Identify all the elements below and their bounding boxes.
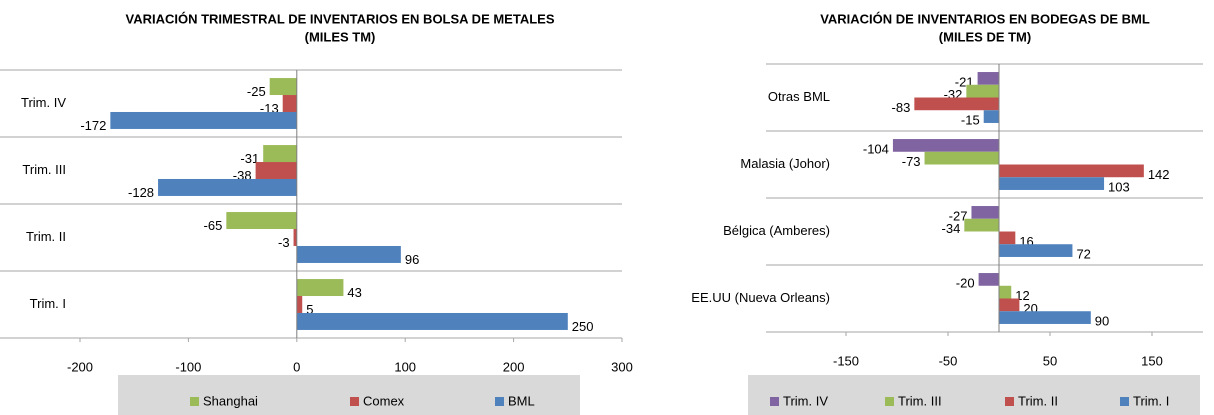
- data-label: -27: [949, 208, 968, 223]
- bar: [226, 212, 297, 230]
- data-label: 72: [1076, 246, 1090, 261]
- x-tick-label: 150: [1141, 353, 1163, 368]
- chart-title: VARIACIÓN DE INVENTARIOS EN BODEGAS DE B…: [820, 11, 1150, 26]
- bar: [255, 162, 297, 179]
- legend-swatch: [770, 397, 779, 406]
- data-label: -31: [240, 151, 259, 166]
- bar: [999, 164, 1144, 178]
- legend-label: Trim. II: [1018, 393, 1058, 408]
- bar: [296, 312, 568, 330]
- bar: [999, 231, 1016, 245]
- bar: [978, 273, 999, 286]
- legend-label: Trim. I: [1133, 393, 1169, 408]
- bar: [293, 229, 297, 246]
- bar: [999, 311, 1091, 324]
- bar: [296, 279, 344, 297]
- legend-swatch: [495, 397, 504, 406]
- bar: [999, 244, 1073, 257]
- y-tick-label: Trim. I: [30, 296, 66, 311]
- legend-label: Trim. IV: [783, 393, 828, 408]
- x-tick-label: 300: [611, 359, 633, 374]
- data-label: 103: [1108, 179, 1130, 194]
- y-tick-label: Trim. II: [26, 229, 66, 244]
- y-tick-label: Trim. III: [22, 162, 66, 177]
- legend-label: BML: [508, 393, 535, 408]
- bar: [924, 151, 999, 165]
- y-tick-label: Malasia (Johor): [740, 156, 830, 171]
- data-label: 96: [405, 252, 419, 267]
- data-label: -20: [956, 275, 975, 290]
- x-tick-label: 100: [394, 359, 416, 374]
- x-tick-label: -150: [833, 353, 859, 368]
- data-label: -15: [961, 112, 980, 127]
- bar: [158, 178, 297, 196]
- data-label: -25: [247, 84, 266, 99]
- legend-box: [118, 375, 580, 415]
- bar: [263, 145, 297, 163]
- x-tick-label: 50: [1043, 353, 1057, 368]
- bar: [999, 285, 1012, 299]
- bar: [983, 110, 999, 123]
- chart-subtitle: (MILES TM): [305, 29, 376, 44]
- legend-label: Comex: [363, 393, 405, 408]
- bar: [966, 84, 999, 98]
- data-label: -128: [128, 185, 154, 200]
- x-tick-label: 200: [503, 359, 525, 374]
- chart-subtitle: (MILES DE TM): [939, 29, 1031, 44]
- chart-title: VARIACIÓN TRIMESTRAL DE INVENTARIOS EN B…: [125, 11, 554, 26]
- legend-label: Shanghai: [203, 393, 258, 408]
- data-label: 142: [1148, 167, 1170, 182]
- data-label: -3: [278, 235, 290, 250]
- data-label: -104: [863, 141, 889, 156]
- legend-swatch: [1005, 397, 1014, 406]
- y-tick-label: EE.UU (Nueva Orleans): [691, 290, 830, 305]
- legend-label: Trim. III: [898, 393, 942, 408]
- data-label: 250: [572, 319, 594, 334]
- data-label: -34: [942, 221, 961, 236]
- bar: [964, 218, 999, 232]
- data-label: -73: [902, 154, 921, 169]
- data-label: 90: [1095, 313, 1109, 328]
- bar: [971, 206, 999, 219]
- x-tick-label: -50: [939, 353, 958, 368]
- data-label: -172: [80, 118, 106, 133]
- bar: [892, 139, 999, 152]
- bar: [914, 97, 999, 111]
- legend-swatch: [1120, 397, 1129, 406]
- bar: [999, 298, 1020, 312]
- bar: [269, 78, 297, 96]
- data-label: -83: [892, 100, 911, 115]
- bar: [282, 95, 297, 112]
- x-tick-label: -100: [175, 359, 201, 374]
- legend-swatch: [885, 397, 894, 406]
- bar: [977, 72, 999, 85]
- legend-box: [748, 375, 1200, 415]
- y-tick-label: Trim. IV: [21, 95, 66, 110]
- bar: [296, 296, 303, 313]
- legend-swatch: [350, 397, 359, 406]
- legend-swatch: [190, 397, 199, 406]
- bar: [110, 111, 297, 129]
- bar: [999, 177, 1105, 190]
- x-tick-label: -200: [67, 359, 93, 374]
- bar: [296, 245, 401, 263]
- y-tick-label: Bélgica (Amberes): [723, 223, 830, 238]
- data-label: 5: [306, 302, 313, 317]
- y-tick-label: Otras BML: [768, 89, 830, 104]
- data-label: 43: [347, 285, 361, 300]
- data-label: -65: [204, 218, 223, 233]
- x-tick-label: 0: [293, 359, 300, 374]
